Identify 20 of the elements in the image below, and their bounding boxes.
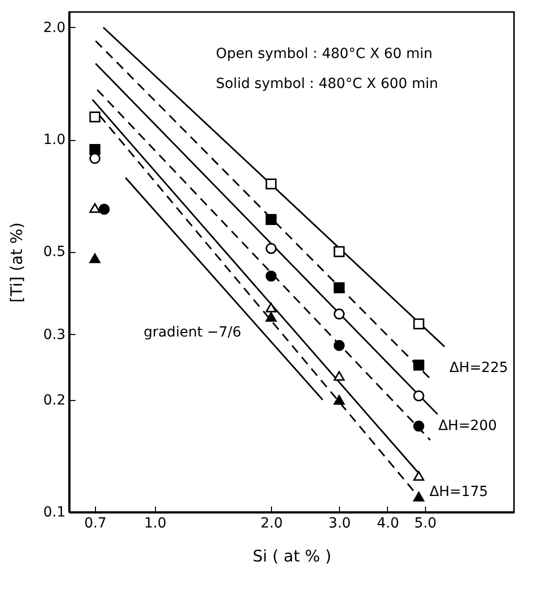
x-tick-label: 3.0 [328, 516, 351, 532]
annotation: ΔH=175 [429, 484, 488, 500]
y-tick-label: 0.3 [43, 326, 66, 343]
x-tick-label: 4.0 [376, 516, 400, 532]
x-tick-label: 2.0 [260, 516, 283, 532]
x-tick-label: 5.0 [414, 516, 437, 532]
x-tick-label: 0.7 [84, 516, 107, 532]
y-tick-label: 0.2 [43, 392, 66, 408]
x-axis-title: Si ( at % ) [252, 546, 332, 566]
annotation: ΔH=200 [438, 418, 497, 434]
annotation: gradient −7/6 [144, 324, 242, 340]
y-tick-label: 1.0 [43, 132, 66, 148]
y-tick-label: 2.0 [43, 20, 66, 36]
annotation: ΔH=225 [449, 360, 508, 376]
x-tick-label: 1.0 [144, 516, 166, 532]
y-tick-label: 0.1 [43, 504, 66, 520]
annotation: Open symbol : 480°C X 60 min [216, 46, 433, 62]
y-tick-label: 0.5 [43, 244, 66, 260]
annotation: Solid symbol : 480°C X 600 min [216, 76, 438, 92]
y-axis-title: [Ti] (at %) [7, 222, 26, 303]
